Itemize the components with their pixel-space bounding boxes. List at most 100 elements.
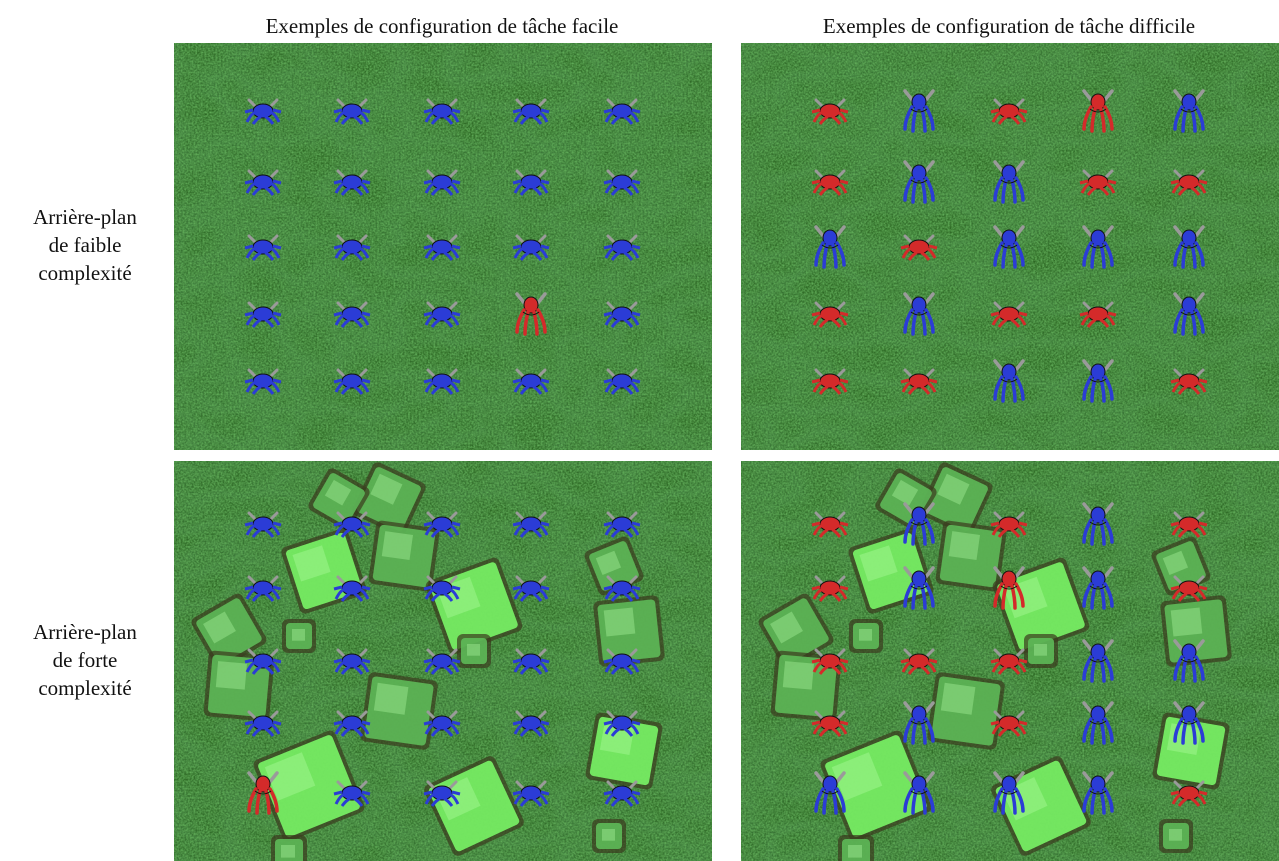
blue-distractor-icon xyxy=(1078,502,1118,546)
blue-distractor-icon xyxy=(899,566,939,610)
column-title-hard: Exemples de configuration de tâche diffi… xyxy=(822,14,1196,38)
blue-distractor-icon xyxy=(511,778,551,808)
panel-easy-high-complexity xyxy=(174,461,712,861)
green-cube xyxy=(368,520,440,592)
green-cube xyxy=(253,730,365,842)
blue-distractor-icon xyxy=(899,701,939,745)
panel-hard-low-complexity xyxy=(741,43,1279,450)
blue-distractor-icon xyxy=(243,232,283,262)
blue-distractor-icon xyxy=(243,299,283,329)
red-target-icon xyxy=(989,509,1029,539)
red-target-icon xyxy=(989,566,1029,610)
green-cube xyxy=(1024,634,1058,668)
red-target-icon xyxy=(1169,778,1209,808)
blue-distractor-icon xyxy=(989,160,1029,204)
green-cube xyxy=(1159,819,1193,853)
blue-distractor-icon xyxy=(422,646,462,676)
green-cube xyxy=(584,536,644,596)
blue-distractor-icon xyxy=(332,366,372,396)
blue-distractor-icon xyxy=(511,167,551,197)
green-cube xyxy=(271,835,307,861)
blue-distractor-icon xyxy=(1169,89,1209,133)
red-target-icon xyxy=(899,646,939,676)
blue-distractor-icon xyxy=(511,573,551,603)
red-target-icon xyxy=(810,708,850,738)
red-target-icon xyxy=(1169,573,1209,603)
green-cube xyxy=(820,730,932,842)
blue-distractor-icon xyxy=(899,771,939,815)
green-cube xyxy=(935,520,1007,592)
red-target-icon xyxy=(1169,167,1209,197)
blue-distractor-icon xyxy=(243,646,283,676)
blue-distractor-icon xyxy=(243,366,283,396)
blue-distractor-icon xyxy=(422,366,462,396)
red-target-icon xyxy=(1169,509,1209,539)
column-title-easy: Exemples de configuration de tâche facil… xyxy=(265,14,619,38)
blue-distractor-icon xyxy=(422,167,462,197)
blue-distractor-icon xyxy=(243,573,283,603)
blue-distractor-icon xyxy=(422,778,462,808)
blue-distractor-icon xyxy=(332,573,372,603)
red-target-icon xyxy=(810,299,850,329)
sprite-grid xyxy=(741,43,1279,450)
panel-easy-low-complexity xyxy=(174,43,712,450)
blue-distractor-icon xyxy=(511,509,551,539)
green-cube xyxy=(927,672,1005,750)
green-cube xyxy=(838,835,874,861)
blue-distractor-icon xyxy=(1169,225,1209,269)
red-target-icon xyxy=(989,646,1029,676)
blue-distractor-icon xyxy=(243,167,283,197)
red-target-icon xyxy=(810,509,850,539)
green-cube xyxy=(1151,536,1211,596)
red-target-icon xyxy=(810,96,850,126)
blue-distractor-icon xyxy=(602,299,642,329)
red-target-icon xyxy=(899,366,939,396)
red-target-icon xyxy=(1078,167,1118,197)
blue-distractor-icon xyxy=(422,96,462,126)
blue-distractor-icon xyxy=(1169,639,1209,683)
blue-distractor-icon xyxy=(332,96,372,126)
blue-distractor-icon xyxy=(1078,639,1118,683)
blue-distractor-icon xyxy=(511,366,551,396)
blue-distractor-icon xyxy=(332,232,372,262)
blue-distractor-icon xyxy=(899,89,939,133)
sprite-grid xyxy=(741,461,1279,861)
blue-distractor-icon xyxy=(1078,771,1118,815)
blue-distractor-icon xyxy=(1169,292,1209,336)
blue-distractor-icon xyxy=(332,646,372,676)
blue-distractor-icon xyxy=(1078,225,1118,269)
green-cube xyxy=(360,672,438,750)
blue-distractor-icon xyxy=(602,167,642,197)
green-cube xyxy=(424,756,524,856)
red-target-icon xyxy=(243,771,283,815)
blue-distractor-icon xyxy=(602,708,642,738)
green-cube xyxy=(457,634,491,668)
blue-distractor-icon xyxy=(511,708,551,738)
blue-distractor-icon xyxy=(989,359,1029,403)
red-target-icon xyxy=(810,646,850,676)
blue-distractor-icon xyxy=(602,96,642,126)
row-label-low-complexity: Arrière-plan de faible complexité xyxy=(33,205,137,285)
blue-distractor-icon xyxy=(511,96,551,126)
green-cube xyxy=(919,462,993,536)
blue-distractor-icon xyxy=(602,778,642,808)
red-target-icon xyxy=(989,299,1029,329)
blue-distractor-icon xyxy=(1078,701,1118,745)
blue-distractor-icon xyxy=(422,299,462,329)
green-cube xyxy=(352,462,426,536)
blue-distractor-icon xyxy=(511,646,551,676)
green-cube xyxy=(282,619,316,653)
red-target-icon xyxy=(1078,299,1118,329)
blue-distractor-icon xyxy=(602,646,642,676)
blue-distractor-icon xyxy=(810,771,850,815)
blue-distractor-icon xyxy=(602,509,642,539)
blue-distractor-icon xyxy=(422,708,462,738)
blue-distractor-icon xyxy=(332,708,372,738)
green-cube xyxy=(592,819,626,853)
red-target-icon xyxy=(989,708,1029,738)
blue-distractor-icon xyxy=(1169,701,1209,745)
blue-distractor-icon xyxy=(422,509,462,539)
sprite-grid xyxy=(174,43,712,450)
row-label-high-complexity: Arrière-plan de forte complexité xyxy=(33,620,137,700)
cube-clutter-layer xyxy=(191,462,665,861)
